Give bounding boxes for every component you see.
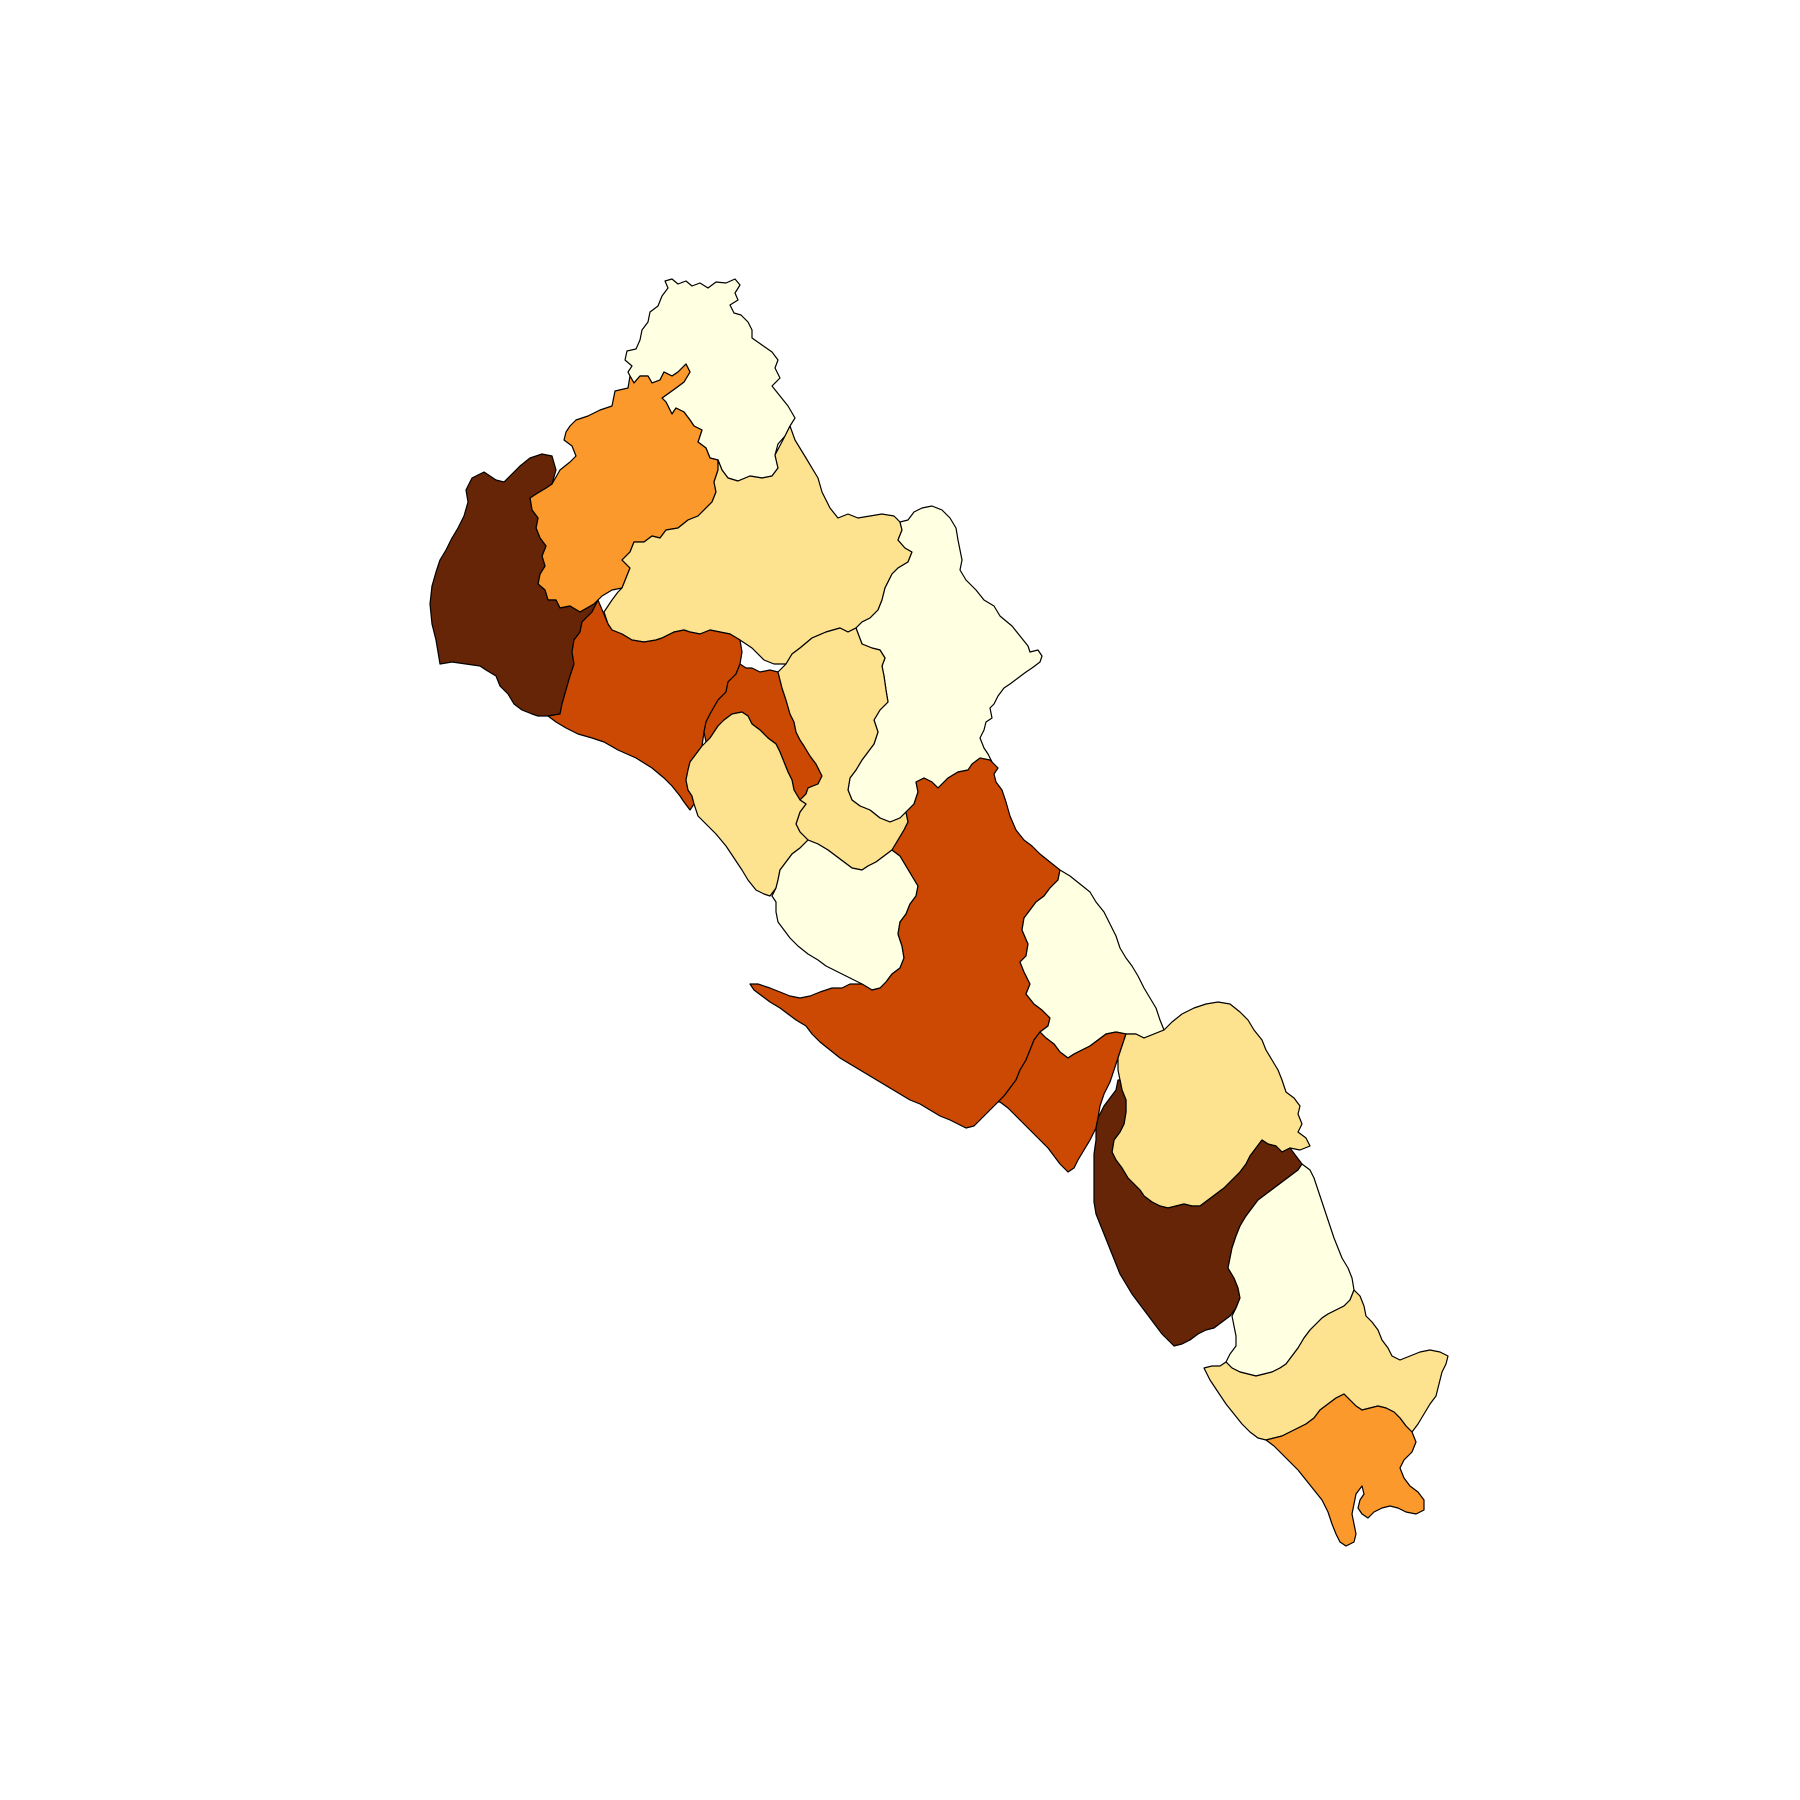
region-south-rust	[997, 1031, 1127, 1173]
region-south-tip-orange	[1265, 1393, 1425, 1547]
